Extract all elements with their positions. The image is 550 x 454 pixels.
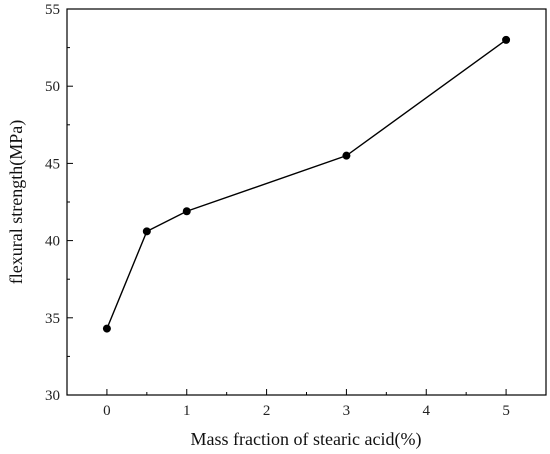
x-tick-label: 4 (423, 403, 431, 419)
data-point (502, 35, 511, 44)
x-tick-label: 2 (263, 403, 271, 419)
y-tick-label: 55 (45, 2, 60, 18)
x-tick-label: 3 (343, 403, 351, 419)
y-axis-label: flexural strength(MPa) (6, 120, 27, 284)
series-layer (102, 35, 511, 333)
data-point (182, 207, 191, 216)
plot-frame (66, 8, 547, 396)
y-axis-ticks: 30 35 40 45 50 55 (45, 2, 73, 404)
x-tick-label: 1 (183, 403, 191, 419)
y-tick-label: 35 (45, 311, 60, 327)
x-axis-label: Mass fraction of stearic acid(%) (191, 429, 422, 450)
x-axis-ticks: 0 1 2 3 4 5 (103, 389, 510, 419)
y-tick-label: 30 (45, 388, 60, 404)
x-tick-label: 5 (502, 403, 510, 419)
x-tick-label: 0 (103, 403, 111, 419)
data-point (102, 324, 111, 333)
y-tick-label: 40 (45, 234, 60, 250)
series-line (106, 39, 507, 329)
y-tick-label: 45 (45, 156, 60, 172)
data-point (142, 227, 151, 236)
data-point (342, 151, 351, 160)
y-tick-label: 50 (45, 79, 60, 95)
